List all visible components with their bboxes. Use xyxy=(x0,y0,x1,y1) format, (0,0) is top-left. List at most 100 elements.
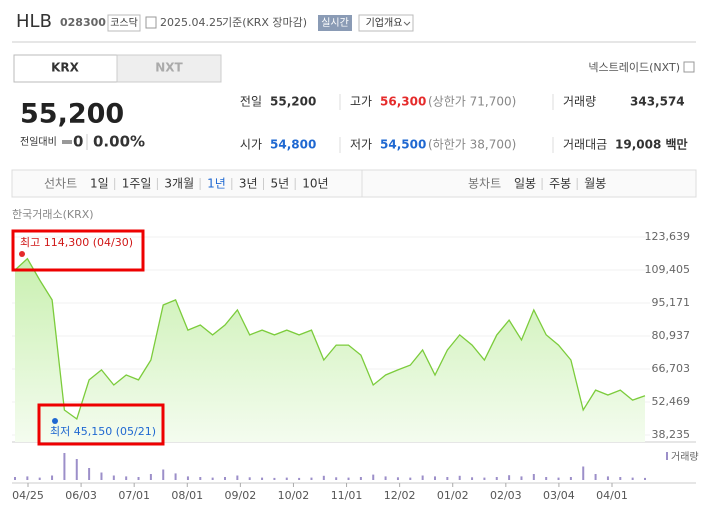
realtime-badge xyxy=(318,15,352,31)
volume-bar xyxy=(199,477,202,480)
volume-bar xyxy=(631,477,634,480)
nxt-link[interactable]: 넥스트레이드(NXT) xyxy=(588,61,680,74)
x-tick-label: 01/02 xyxy=(437,489,469,502)
x-tick-label: 08/01 xyxy=(171,489,203,502)
volume-bar xyxy=(38,477,41,480)
volume-bar xyxy=(532,474,535,480)
volume-bar xyxy=(520,476,523,480)
x-tick-label: 11/01 xyxy=(331,489,363,502)
volume-bar xyxy=(594,474,597,480)
y-tick-label: 80,937 xyxy=(652,329,691,342)
volume-bar xyxy=(75,459,78,480)
volume-bar xyxy=(347,477,350,480)
candle-chart-label: 봉차트 xyxy=(468,177,501,191)
price-area xyxy=(15,258,645,442)
tab-nxt[interactable] xyxy=(116,54,222,83)
volume-bar xyxy=(224,477,226,480)
volume-bar xyxy=(162,469,165,480)
min-dot xyxy=(52,418,58,424)
tab-krx-label[interactable]: KRX xyxy=(51,61,80,75)
volume-bar xyxy=(261,477,264,480)
rate: 0.00% xyxy=(93,133,145,151)
volume-bar xyxy=(606,476,609,480)
company-button-label[interactable]: 기업개요 xyxy=(366,16,403,29)
period-button[interactable]: 3년 xyxy=(239,177,258,191)
volume-bar xyxy=(174,473,177,480)
volume-bar xyxy=(51,475,54,480)
market: 코스닥 xyxy=(110,17,138,29)
volume-bar xyxy=(421,475,424,480)
candle-button[interactable]: 일봉 xyxy=(514,177,536,191)
info-icon xyxy=(683,61,695,73)
y-tick-label: 95,171 xyxy=(652,296,691,309)
period-button[interactable]: 1년 xyxy=(207,177,226,191)
max-label: 최고 114,300 (04/30) xyxy=(20,236,133,249)
stat-value: 343,574 xyxy=(630,95,685,109)
period-button[interactable]: 10년 xyxy=(302,177,328,191)
period-button[interactable]: 5년 xyxy=(271,177,290,191)
volume-bar xyxy=(248,477,251,480)
x-tick-label: 04/25 xyxy=(12,489,44,502)
stat-label: 거래량 xyxy=(563,95,596,109)
candle-button[interactable]: 월봉 xyxy=(584,177,606,191)
volume-bar xyxy=(125,476,128,480)
volume-bar xyxy=(495,477,498,480)
stock-code: 028300 xyxy=(60,16,106,29)
max-dot xyxy=(19,251,25,257)
period-button[interactable]: 3개월 xyxy=(164,177,194,191)
volume-bar xyxy=(409,477,412,480)
chart-source: 한국거래소(KRX) xyxy=(12,208,94,221)
volume-bar xyxy=(186,476,189,480)
calendar-icon xyxy=(145,16,157,29)
volume-bar xyxy=(335,477,338,480)
volume-bar xyxy=(322,475,325,480)
tab-krx[interactable] xyxy=(13,54,118,83)
volume-bar xyxy=(236,475,239,480)
x-tick-label: 12/02 xyxy=(384,489,416,502)
stat-label: 거래대금 xyxy=(563,138,607,152)
volume-bar xyxy=(14,477,16,480)
volume-legend-swatch xyxy=(666,452,668,460)
y-tick-label: 123,639 xyxy=(645,230,691,243)
caret xyxy=(403,21,411,26)
highlight-box xyxy=(11,229,145,272)
stat-value: 19,008 백만 xyxy=(615,137,688,152)
volume-bar xyxy=(359,477,362,480)
volume-bar xyxy=(483,477,486,480)
candle-button[interactable]: 주봉 xyxy=(549,177,571,191)
volume-bar xyxy=(446,477,449,480)
volume-bar xyxy=(384,476,387,480)
tab-nxt-label[interactable]: NXT xyxy=(155,61,183,75)
volume-bar xyxy=(298,477,301,480)
volume-bar xyxy=(26,476,29,480)
x-tick-label: 03/04 xyxy=(543,489,575,502)
volume-bar xyxy=(508,475,511,480)
stat-label: 전일 xyxy=(240,95,262,109)
company-button[interactable] xyxy=(358,14,414,32)
y-tick-label: 109,405 xyxy=(645,263,691,276)
volume-bar xyxy=(557,477,560,480)
volume-bar xyxy=(137,477,140,480)
stats: 전일 55,200 고가 56,300 (상한가 71,700) 거래량 343… xyxy=(240,94,688,153)
price-line xyxy=(14,257,646,421)
market-badge xyxy=(107,14,141,32)
volume-bar xyxy=(471,477,474,480)
volume-bar xyxy=(545,477,548,480)
volume-bar xyxy=(63,453,66,480)
volume-bar xyxy=(88,468,91,480)
stat-value: 54,500 xyxy=(380,138,426,152)
period-button[interactable]: 1일 xyxy=(90,177,109,191)
volume-bar xyxy=(458,475,461,480)
current-price: 55,200 xyxy=(20,99,124,130)
min-label: 최저 45,150 (05/21) xyxy=(50,425,156,438)
stat-sub: (하한가 38,700) xyxy=(428,138,516,152)
volume-bar xyxy=(396,477,399,480)
highlight-box xyxy=(37,403,165,446)
x-tick-label: 06/03 xyxy=(65,489,97,502)
y-tick-label: 52,469 xyxy=(652,395,691,408)
change: 0 xyxy=(73,133,83,151)
period-bar xyxy=(11,169,697,198)
period-button[interactable]: 1주일 xyxy=(122,177,152,191)
x-tick-label: 04/01 xyxy=(596,489,628,502)
